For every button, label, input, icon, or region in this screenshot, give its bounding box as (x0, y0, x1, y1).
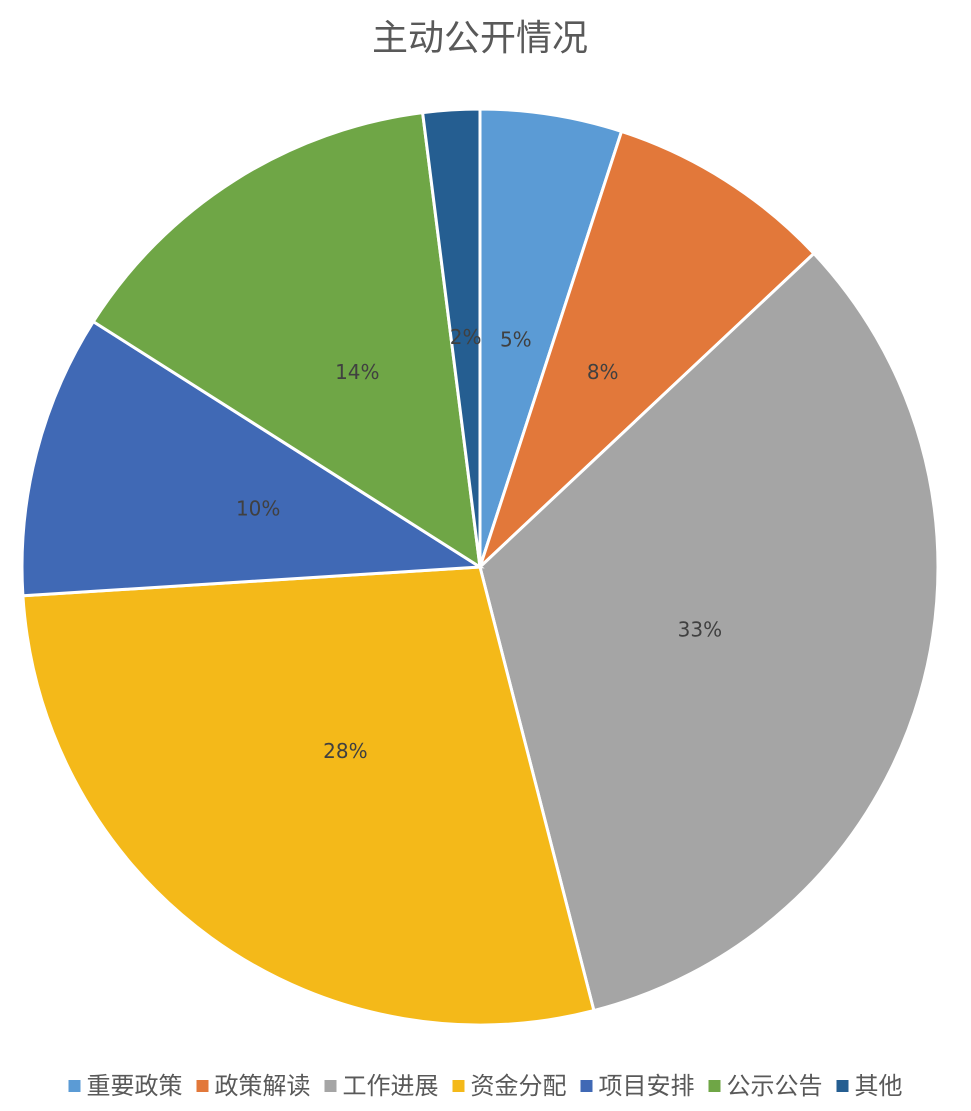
data-label: 28% (323, 739, 367, 763)
legend-label: 工作进展 (343, 1072, 439, 1100)
legend-label: 重要政策 (87, 1072, 183, 1100)
legend-swatch (580, 1080, 593, 1092)
data-label: 2% (450, 325, 482, 349)
legend-swatch (68, 1080, 81, 1092)
legend-label: 项目安排 (599, 1072, 695, 1100)
data-label: 14% (335, 360, 379, 384)
pie-slice (478, 129, 816, 569)
legend-label: 资金分配 (471, 1072, 567, 1100)
pie-slice (20, 319, 485, 598)
pie-slice (21, 565, 596, 1027)
legend: 重要政策 政策解读 工作进展 资金分配 项目安排 公示公告 其他 (68, 1072, 903, 1100)
legend-swatch (708, 1080, 721, 1092)
pie-slice (91, 110, 482, 570)
legend-swatch (452, 1080, 465, 1092)
legend-swatch (196, 1080, 209, 1092)
pie-slice (478, 251, 940, 1013)
legend-label: 政策解读 (215, 1072, 311, 1100)
legend-swatch (324, 1080, 337, 1092)
legend-label: 公示公告 (727, 1072, 823, 1100)
legend-label: 其他 (855, 1072, 903, 1100)
data-label: 5% (500, 327, 532, 351)
pie-slice (478, 107, 624, 568)
data-label: 8% (587, 360, 619, 384)
data-label: 10% (236, 497, 280, 521)
legend-swatch (836, 1080, 849, 1092)
pie-slice (420, 107, 482, 568)
chart-title: 主动公开情况 (372, 18, 588, 59)
data-label: 33% (678, 617, 722, 641)
